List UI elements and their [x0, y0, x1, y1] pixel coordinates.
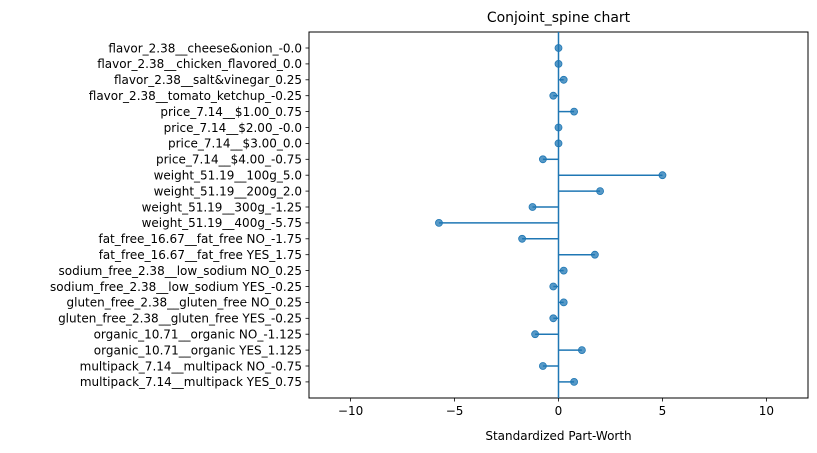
lollipop-mark — [549, 282, 559, 291]
y-tick-label: organic_10.71__organic NO_-1.125 — [94, 328, 302, 342]
y-tick-label: flavor_2.38__tomato_ketchup_-0.25 — [89, 89, 302, 103]
x-axis-label: Standardized Part-Worth — [485, 429, 631, 443]
lollipop-mark — [558, 377, 578, 386]
x-ticks: −10 −5 0 5 10 — [338, 398, 774, 418]
lollipop-mark — [554, 123, 563, 132]
y-tick-label: price_7.14__$2.00_-0.0 — [164, 121, 302, 135]
lollipop-mark — [554, 139, 563, 148]
y-tick-label: multipack_7.14__multipack YES_0.75 — [80, 375, 302, 389]
lollipop-point — [554, 60, 563, 68]
lollipop-point — [549, 282, 558, 291]
y-tick-label: multipack_7.14__multipack NO_-0.75 — [80, 359, 302, 373]
lollipop-mark — [554, 60, 563, 68]
y-tick-label: organic_10.71__organic YES_1.125 — [94, 343, 302, 357]
y-tick-label: flavor_2.38__chicken_flavored_0.0 — [97, 57, 302, 71]
lollipop-point — [559, 75, 568, 84]
chart-marks — [435, 32, 667, 398]
lollipop-mark — [558, 250, 599, 259]
y-tick-label: weight_51.19__300g_-1.25 — [142, 200, 302, 214]
lollipop-mark — [539, 362, 559, 370]
y-tick-label: weight_51.19__100g_5.0 — [154, 169, 302, 183]
y-tick-label: sodium_free_2.38__low_sodium NO_0.25 — [58, 264, 302, 278]
y-tick-label: gluten_free_2.38__gluten_free YES_-0.25 — [58, 312, 302, 326]
lollipop-mark — [558, 266, 568, 275]
x-tick-label: −10 — [338, 404, 363, 418]
lollipop-point — [559, 298, 568, 307]
y-tick-labels: flavor_2.38__cheese&onion_-0.0 flavor_2.3… — [50, 41, 309, 389]
lollipop-point — [554, 44, 563, 52]
y-tick-label: weight_51.19__200g_2.0 — [154, 184, 302, 198]
x-tick-label: 0 — [555, 404, 563, 418]
lollipop-point — [577, 346, 586, 355]
lollipop-point — [554, 123, 563, 132]
lollipop-mark — [435, 218, 559, 227]
x-tick-label: 5 — [659, 404, 667, 418]
lollipop-point — [518, 234, 527, 243]
lollipop-mark — [558, 298, 568, 307]
x-tick-label: 10 — [759, 404, 774, 418]
lollipop-mark — [558, 346, 586, 355]
lollipop-point — [528, 203, 537, 211]
lollipop-point — [539, 155, 547, 164]
lollipop-point — [570, 377, 578, 386]
lollipop-mark — [558, 75, 568, 84]
lollipop-mark — [558, 187, 604, 196]
lollipop-point — [435, 218, 443, 227]
lollipop-mark — [539, 155, 559, 164]
lollipop-point — [539, 362, 547, 370]
lollipop-point — [531, 330, 540, 339]
y-tick-label: flavor_2.38__cheese&onion_-0.0 — [108, 41, 302, 55]
lollipop-mark — [531, 330, 559, 339]
y-tick-label: flavor_2.38__salt&vinegar_0.25 — [114, 73, 302, 87]
chart-title: Conjoint_spine chart — [487, 10, 631, 26]
x-tick-label: −5 — [446, 404, 464, 418]
lollipop-mark — [528, 203, 559, 211]
lollipop-point — [596, 187, 604, 196]
y-tick-label: price_7.14__$4.00_-0.75 — [156, 153, 302, 167]
lollipop-point — [559, 266, 568, 275]
lollipop-point — [658, 171, 667, 180]
lollipop-mark — [558, 107, 578, 116]
lollipop-point — [554, 139, 563, 148]
y-tick-label: price_7.14__$1.00_0.75 — [160, 105, 302, 119]
lollipop-mark — [549, 314, 559, 323]
y-tick-label: fat_free_16.67__fat_free YES_1.75 — [99, 248, 302, 262]
y-tick-label: weight_51.19__400g_-5.75 — [142, 216, 302, 230]
y-tick-label: gluten_free_2.38__gluten_free NO_0.25 — [67, 296, 303, 310]
lollipop-point — [590, 250, 599, 259]
y-tick-label: price_7.14__$3.00_0.0 — [168, 137, 302, 151]
y-tick-label: sodium_free_2.38__low_sodium YES_-0.25 — [50, 280, 302, 294]
y-tick-label: fat_free_16.67__fat_free NO_-1.75 — [98, 232, 302, 246]
lollipop-mark — [554, 44, 563, 52]
lollipop-mark — [558, 171, 667, 180]
lollipop-point — [549, 91, 558, 100]
lollipop-mark — [549, 91, 559, 100]
lollipop-point — [570, 107, 578, 116]
lollipop-point — [549, 314, 558, 323]
lollipop-mark — [518, 234, 559, 243]
